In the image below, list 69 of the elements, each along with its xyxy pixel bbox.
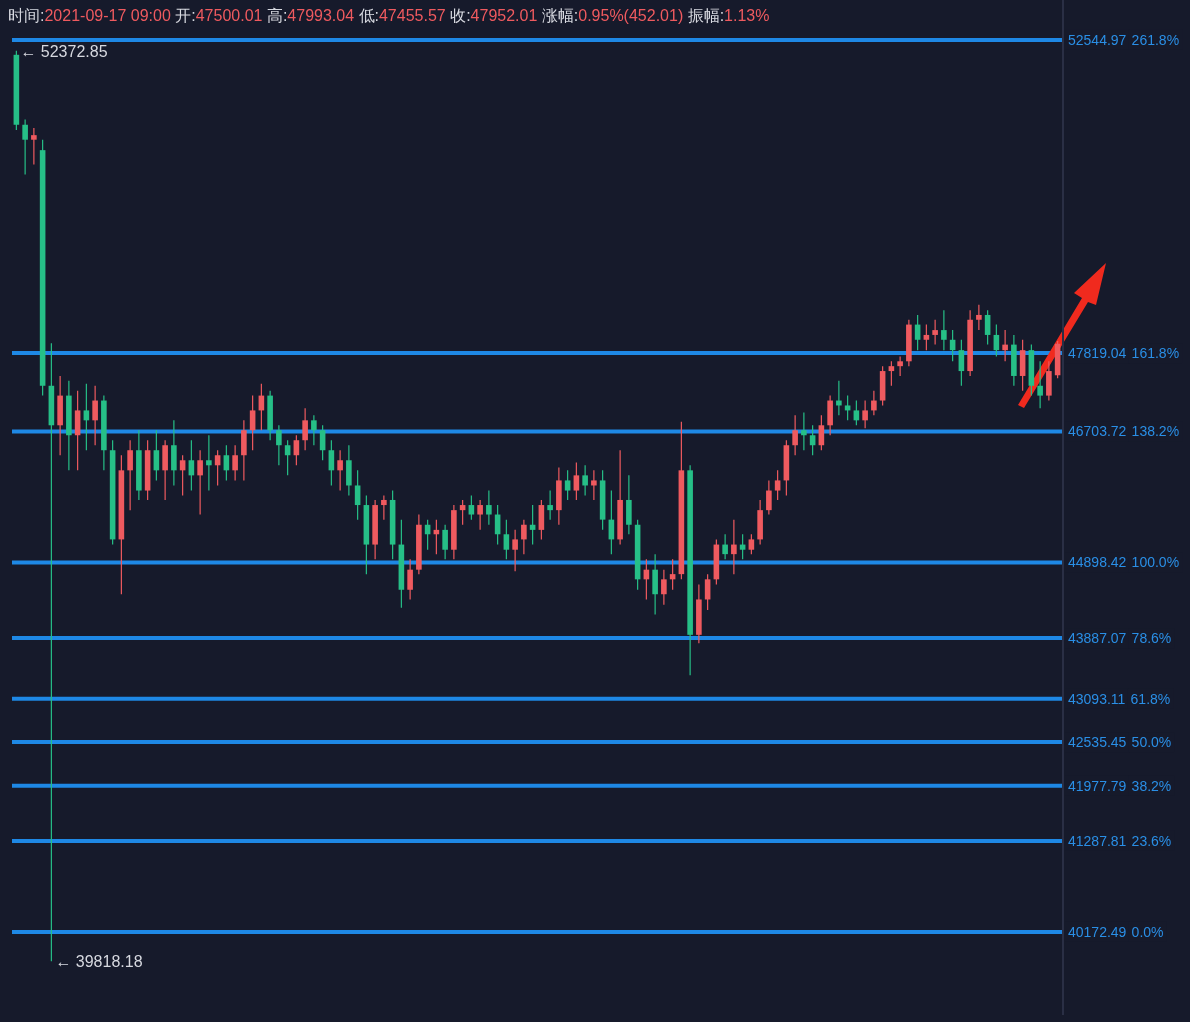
candlestick [468, 495, 475, 521]
text: 50.0% [1131, 734, 1172, 751]
candlestick [249, 395, 256, 451]
y-tick-label: 52544.97 [1068, 31, 1127, 48]
candlestick [547, 489, 553, 521]
candlestick [354, 469, 361, 521]
candlestick [503, 519, 510, 560]
y-tick-label: 43093.11 [1068, 690, 1126, 707]
text: 161.8% [1131, 345, 1180, 362]
text: 23.6% [1131, 832, 1172, 849]
candlestick [276, 424, 282, 466]
candlestick [512, 529, 518, 572]
candlestick [486, 489, 492, 526]
annotation: ← 39818.18 [55, 953, 143, 971]
y-tick-label: 41977.79 [1068, 777, 1127, 794]
text: 38.2% [1131, 777, 1172, 794]
candlestick [477, 499, 483, 531]
candlestick [442, 524, 448, 560]
candlestick [792, 414, 798, 456]
text: 61.8% [1130, 690, 1171, 707]
candlestick [22, 118, 28, 176]
text: 138.2% [1131, 423, 1180, 440]
y-tick-label: 47819.04 [1068, 345, 1127, 362]
y-tick-label: 42535.45 [1068, 734, 1127, 751]
candlestick [871, 390, 877, 416]
candlestick [976, 304, 982, 331]
candlestick [206, 434, 212, 492]
y-tick-label: 43887.07 [1068, 630, 1127, 647]
candlestick [591, 469, 597, 501]
candlestick [801, 411, 807, 451]
text: 100.0% [1131, 554, 1180, 571]
text: 261.8% [1131, 31, 1180, 48]
candlestick [774, 469, 781, 501]
candlestick [661, 569, 667, 606]
candlestick [127, 439, 133, 511]
candlestick [197, 449, 203, 516]
candlestick [582, 464, 588, 497]
candlestick [31, 127, 37, 166]
text: 78.6% [1131, 630, 1172, 647]
candlestick [92, 385, 98, 446]
candlestick [337, 449, 343, 492]
candlestick [731, 519, 737, 575]
candlestick [1037, 360, 1043, 409]
annotation: ← 52372.85 [20, 42, 108, 60]
candlestick [932, 319, 938, 346]
y-tick-label: 44898.42 [1068, 554, 1127, 571]
candlestick [407, 558, 413, 601]
candlestick [722, 533, 728, 560]
candlestick [958, 339, 965, 387]
candlestick [302, 407, 308, 451]
candlestick [862, 399, 868, 429]
candlestick [766, 479, 772, 516]
candlestick [564, 469, 571, 501]
candlestick [521, 519, 527, 555]
candlestick [923, 323, 930, 351]
candlestick [888, 360, 895, 387]
candlestick [897, 355, 903, 377]
y-tick-label: 40172.49 [1068, 923, 1127, 940]
candlestick [311, 414, 317, 446]
y-tick-label: 46703.72 [1068, 423, 1127, 440]
candlestick [232, 444, 238, 482]
text: 0.0% [1131, 923, 1164, 940]
text: 时间:2021-09-17 09:00 开:47500.01 高:47993.04 低:47455.57 收:47952.01 涨幅:0.95%(452.01) 振幅:1.13% [8, 7, 770, 24]
candlestick [573, 461, 580, 501]
candlestick [941, 309, 947, 351]
y-tick-label: 41287.81 [1068, 832, 1127, 849]
candlestick [748, 533, 755, 555]
candlestick [1002, 329, 1008, 362]
candlestick [381, 495, 387, 521]
